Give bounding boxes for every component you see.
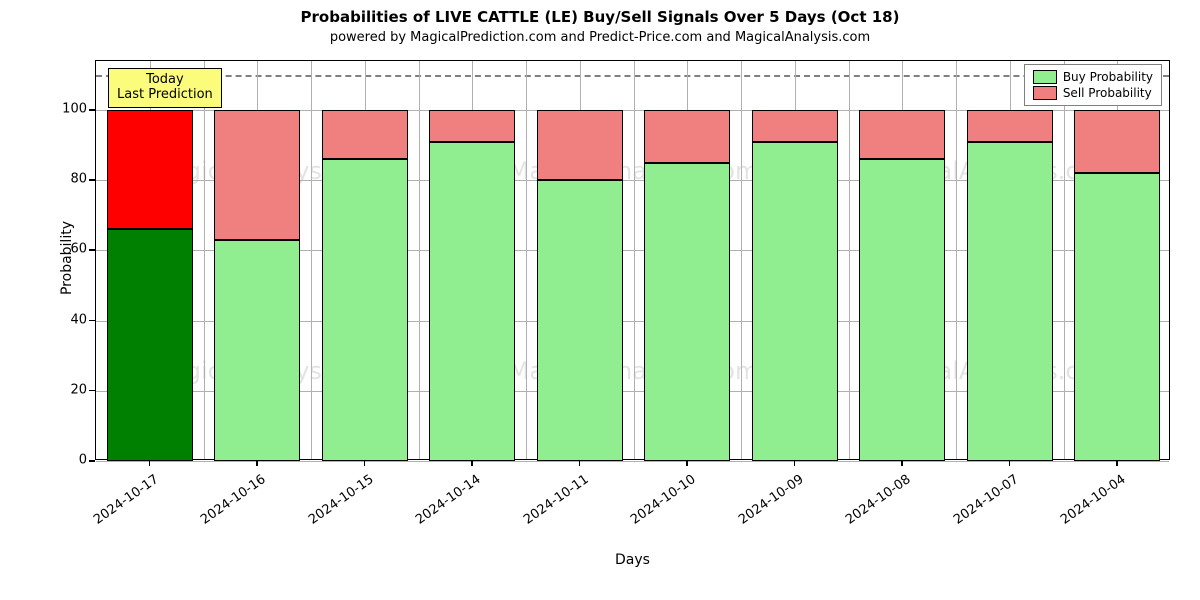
legend-item: Sell Probability [1033, 85, 1153, 101]
today-annotation: Today Last Prediction [108, 68, 222, 108]
annotation-line1: Today [117, 73, 213, 88]
bar-buy [752, 142, 838, 461]
legend: Buy Probability Sell Probability [1024, 64, 1162, 106]
bar-buy [1074, 173, 1160, 461]
x-tick-mark [364, 460, 366, 466]
y-tick-mark [89, 179, 95, 181]
chart-subtitle: powered by MagicalPrediction.com and Pre… [0, 26, 1200, 45]
bar-sell [967, 110, 1053, 142]
x-tick-mark [256, 460, 258, 466]
bar-buy [537, 180, 623, 461]
y-tick-mark [89, 320, 95, 322]
bar-buy [644, 163, 730, 461]
gridline-v [741, 61, 742, 459]
bar-buy [967, 142, 1053, 461]
gridline-v [634, 61, 635, 459]
y-tick-label: 100 [55, 102, 87, 117]
gridline-v [956, 61, 957, 459]
x-tick-label: 2024-10-11 [501, 472, 592, 542]
bar-buy [107, 229, 193, 461]
x-tick-mark [1009, 460, 1011, 466]
legend-item: Buy Probability [1033, 69, 1153, 85]
legend-label: Buy Probability [1063, 70, 1153, 84]
y-tick-mark [89, 109, 95, 111]
x-tick-mark [794, 460, 796, 466]
bar-sell [644, 110, 730, 163]
bar-sell [537, 110, 623, 180]
bar-sell [1074, 110, 1160, 173]
legend-swatch [1033, 70, 1057, 84]
bar-buy [214, 240, 300, 461]
gridline-v [1064, 61, 1065, 459]
x-tick-mark [1116, 460, 1118, 466]
x-tick-label: 2024-10-07 [931, 472, 1022, 542]
bar-sell [107, 110, 193, 229]
bar-buy [322, 159, 408, 461]
y-tick-mark [89, 390, 95, 392]
annotation-line2: Last Prediction [117, 88, 213, 103]
y-tick-label: 60 [55, 242, 87, 257]
y-tick-mark [89, 249, 95, 251]
legend-swatch [1033, 86, 1057, 100]
x-tick-label: 2024-10-04 [1038, 472, 1129, 542]
x-tick-label: 2024-10-14 [393, 472, 484, 542]
x-tick-label: 2024-10-16 [178, 472, 269, 542]
y-tick-mark [89, 460, 95, 462]
x-tick-label: 2024-10-17 [71, 472, 162, 542]
gridline-v [311, 61, 312, 459]
gridline-v [849, 61, 850, 459]
x-tick-mark [149, 460, 151, 466]
x-tick-mark [579, 460, 581, 466]
x-tick-mark [901, 460, 903, 466]
y-tick-label: 80 [55, 172, 87, 187]
x-tick-label: 2024-10-15 [286, 472, 377, 542]
y-tick-label: 40 [55, 312, 87, 327]
x-tick-label: 2024-10-10 [608, 472, 699, 542]
bar-sell [429, 110, 515, 142]
x-tick-label: 2024-10-09 [716, 472, 807, 542]
x-axis-label: Days [593, 552, 673, 568]
legend-label: Sell Probability [1063, 86, 1152, 100]
y-axis-label: Probability [59, 208, 75, 308]
bar-buy [429, 142, 515, 461]
x-tick-label: 2024-10-08 [823, 472, 914, 542]
bar-sell [214, 110, 300, 240]
bar-buy [859, 159, 945, 461]
x-tick-mark [471, 460, 473, 466]
chart-title: Probabilities of LIVE CATTLE (LE) Buy/Se… [0, 0, 1200, 26]
plot-area: MagicalAnalysis.comMagicalAnalysis.comMa… [95, 60, 1170, 460]
y-tick-label: 0 [55, 453, 87, 468]
bar-sell [859, 110, 945, 159]
gridline-v [526, 61, 527, 459]
y-tick-label: 20 [55, 382, 87, 397]
bar-sell [752, 110, 838, 142]
x-tick-mark [686, 460, 688, 466]
bar-sell [322, 110, 408, 159]
gridline-v [204, 61, 205, 459]
gridline-v [419, 61, 420, 459]
